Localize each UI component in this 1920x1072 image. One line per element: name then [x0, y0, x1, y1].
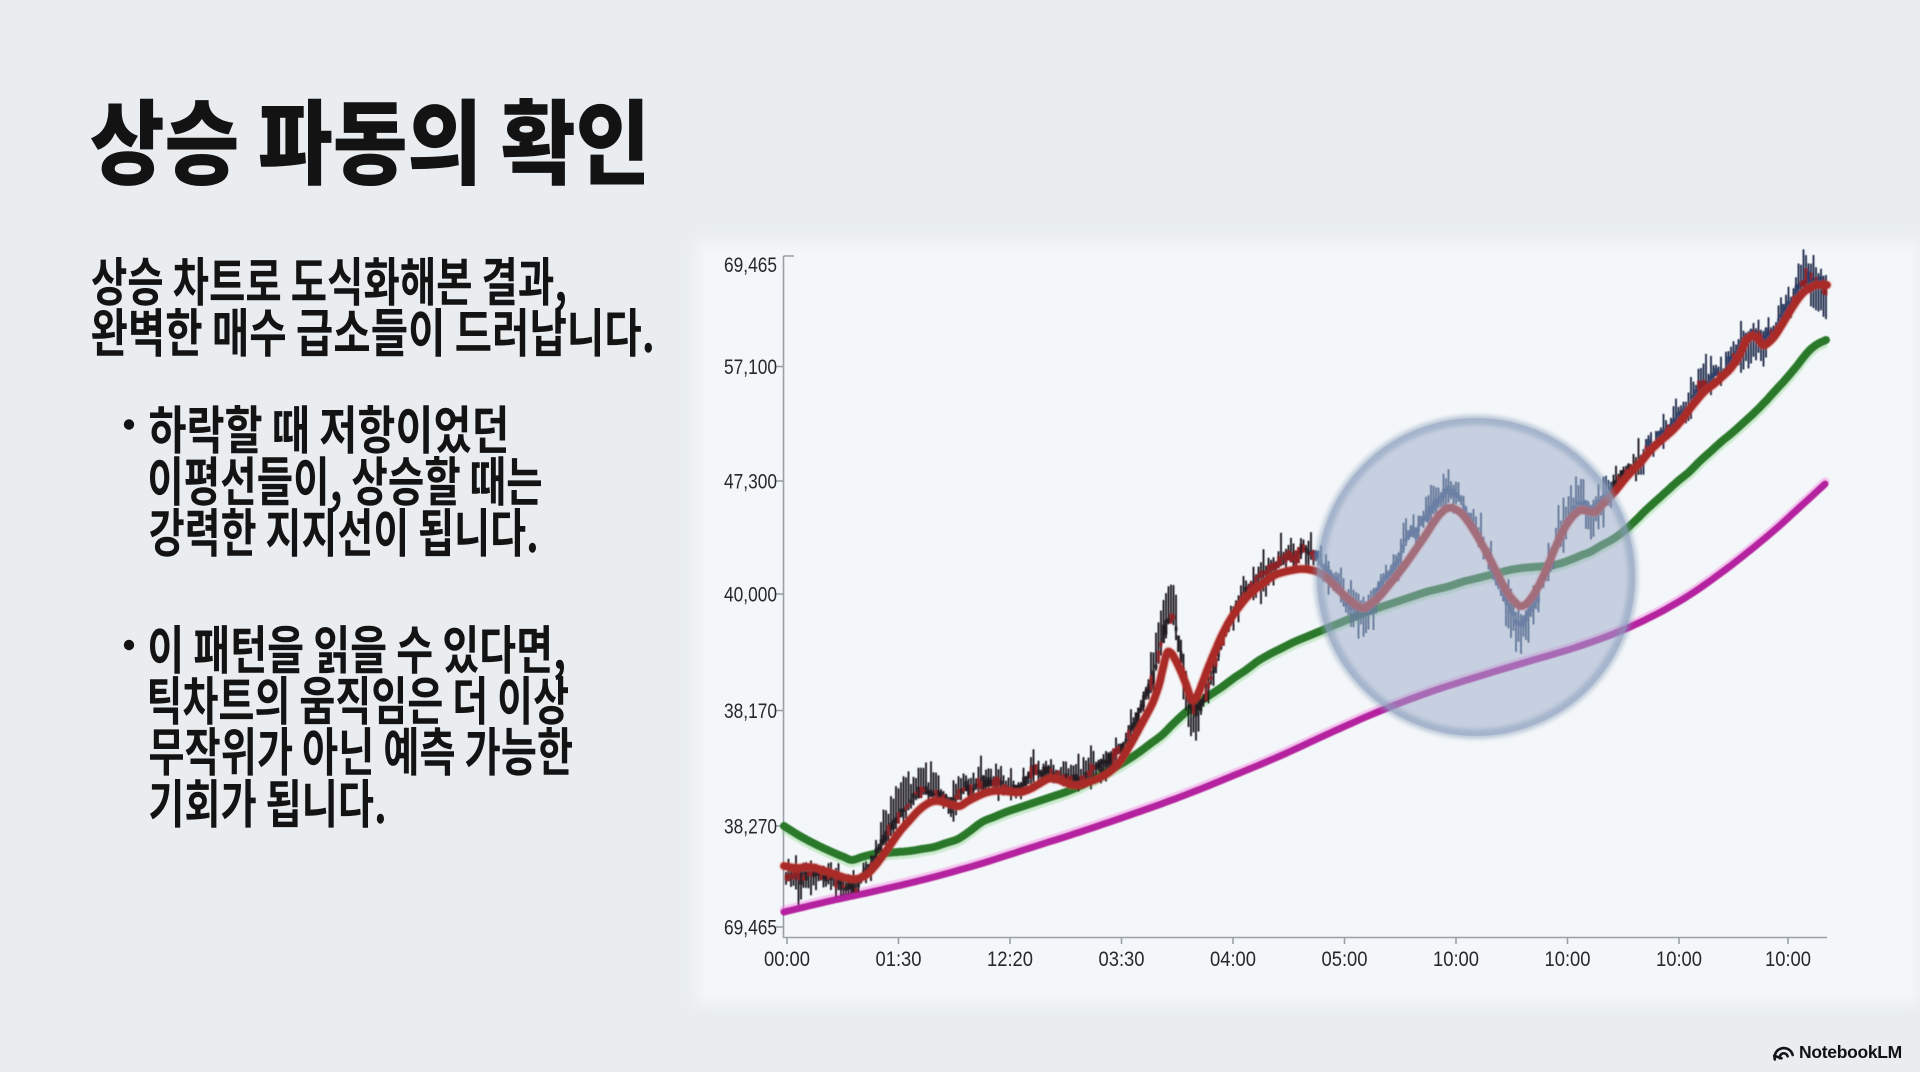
- svg-text:01:30: 01:30: [876, 947, 922, 971]
- svg-text:38,270: 38,270: [724, 815, 777, 839]
- svg-text:38,170: 38,170: [724, 699, 777, 723]
- svg-text:10:00: 10:00: [1656, 947, 1702, 971]
- svg-text:57,100: 57,100: [724, 355, 777, 379]
- svg-text:69,465: 69,465: [724, 916, 777, 940]
- svg-text:04:00: 04:00: [1210, 947, 1256, 971]
- svg-text:47,300: 47,300: [724, 470, 777, 494]
- svg-text:40,000: 40,000: [724, 583, 777, 607]
- svg-text:12:20: 12:20: [987, 947, 1033, 971]
- svg-text:69,465: 69,465: [724, 253, 777, 277]
- svg-text:10:00: 10:00: [1765, 947, 1811, 971]
- svg-text:03:30: 03:30: [1099, 947, 1145, 971]
- svg-text:NotebookLM: NotebookLM: [1799, 1042, 1902, 1062]
- svg-text:10:00: 10:00: [1433, 947, 1479, 971]
- svg-text:10:00: 10:00: [1545, 947, 1591, 971]
- svg-text:00:00: 00:00: [764, 947, 810, 971]
- svg-text:05:00: 05:00: [1322, 947, 1368, 971]
